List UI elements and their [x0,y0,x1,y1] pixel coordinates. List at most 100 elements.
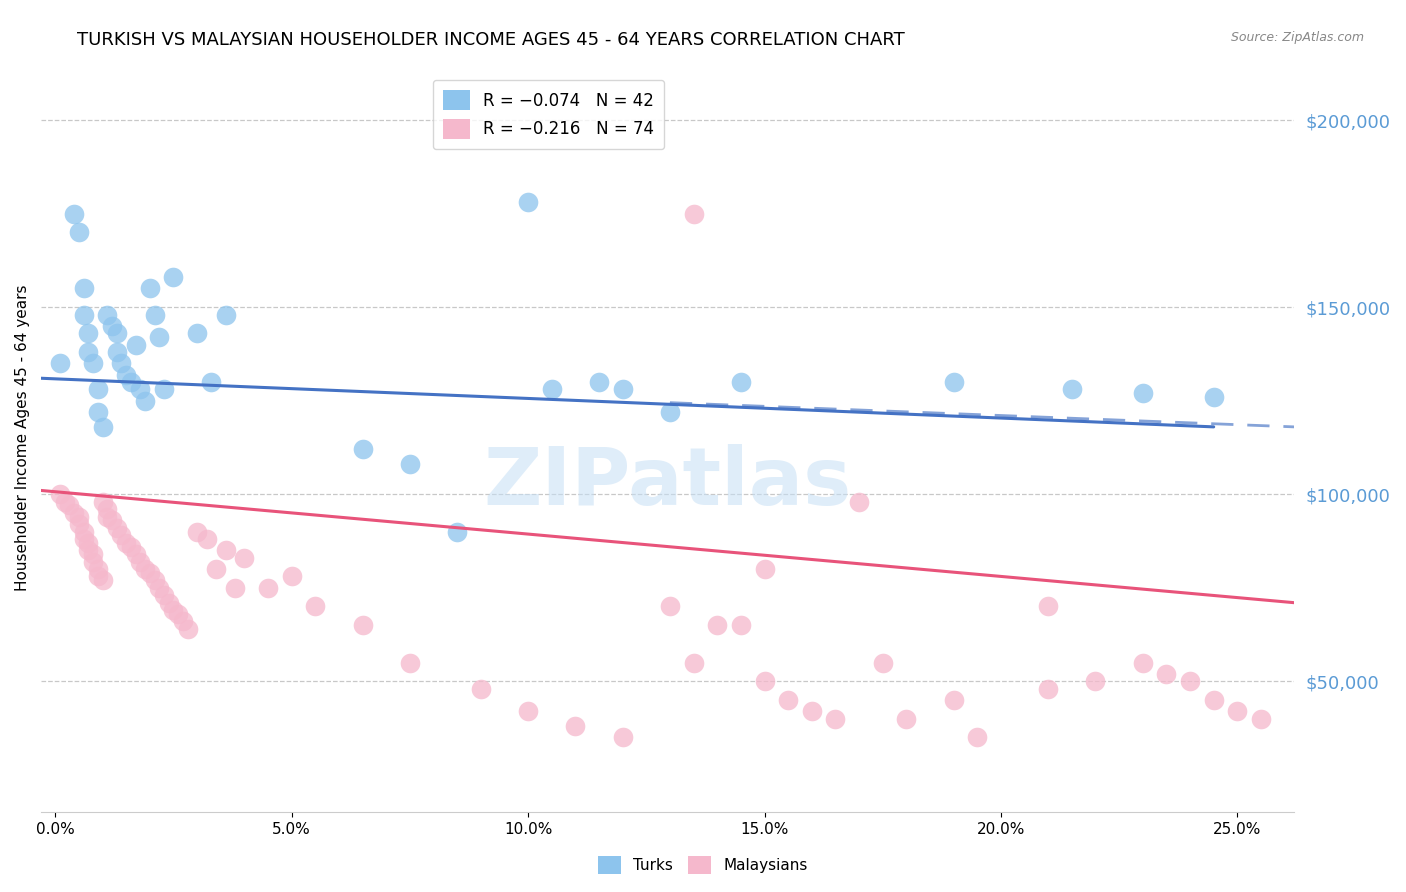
Point [139,566,162,580]
Point [96,502,118,516]
Point [82,547,104,561]
Point [612,383,634,397]
Point [233,550,256,565]
Point [53,494,76,508]
Point [101,513,124,527]
Point [1084,674,1107,689]
Point [148,581,170,595]
Legend: R = −0.074   N = 42, R = −0.216   N = 74: R = −0.074 N = 42, R = −0.216 N = 74 [433,80,664,149]
Point [77,536,100,550]
Point [110,356,132,370]
Point [73,308,96,322]
Point [730,618,752,632]
Point [1038,681,1060,696]
Point [167,607,190,621]
Point [1202,390,1225,404]
Point [942,693,965,707]
Point [1038,599,1060,614]
Point [1250,712,1272,726]
Point [517,704,540,718]
Point [162,603,184,617]
Point [205,562,228,576]
Point [96,509,118,524]
Point [153,383,176,397]
Point [58,499,80,513]
Point [105,521,128,535]
Point [446,524,468,539]
Text: ZIPatlas: ZIPatlas [484,444,852,522]
Point [77,326,100,341]
Point [87,569,110,583]
Point [120,375,142,389]
Point [77,543,100,558]
Point [63,506,86,520]
Point [124,547,146,561]
Point [143,308,166,322]
Point [162,270,184,285]
Text: Source: ZipAtlas.com: Source: ZipAtlas.com [1230,31,1364,45]
Point [73,532,96,546]
Point [63,207,86,221]
Point [1178,674,1201,689]
Point [49,356,72,370]
Point [101,318,124,333]
Point [1156,666,1178,681]
Point [1132,386,1154,401]
Point [942,375,965,389]
Point [214,308,236,322]
Point [143,573,166,587]
Point [800,704,823,718]
Point [49,487,72,501]
Point [778,693,800,707]
Point [824,712,846,726]
Point [110,528,132,542]
Point [157,596,180,610]
Point [87,562,110,576]
Point [105,345,128,359]
Point [87,383,110,397]
Point [896,712,918,726]
Point [73,524,96,539]
Point [77,345,100,359]
Point [120,540,142,554]
Point [115,536,138,550]
Point [1202,693,1225,707]
Point [399,656,422,670]
Point [82,356,104,370]
Point [1132,656,1154,670]
Point [91,420,114,434]
Point [115,368,138,382]
Point [588,375,610,389]
Point [129,383,152,397]
Point [658,405,681,419]
Point [754,562,776,576]
Point [730,375,752,389]
Point [399,457,422,471]
Point [470,681,492,696]
Point [172,615,194,629]
Point [153,588,176,602]
Point [91,494,114,508]
Point [96,308,118,322]
Point [966,731,988,745]
Point [872,656,894,670]
Point [134,393,156,408]
Point [682,207,704,221]
Point [280,569,302,583]
Point [176,622,198,636]
Point [706,618,728,632]
Point [124,337,146,351]
Point [67,509,90,524]
Point [134,562,156,576]
Point [214,543,236,558]
Point [848,494,870,508]
Point [67,517,90,532]
Point [352,618,374,632]
Point [91,573,114,587]
Point [754,674,776,689]
Text: TURKISH VS MALAYSIAN HOUSEHOLDER INCOME AGES 45 - 64 YEARS CORRELATION CHART: TURKISH VS MALAYSIAN HOUSEHOLDER INCOME … [77,31,905,49]
Point [67,226,90,240]
Point [224,581,246,595]
Point [1060,383,1083,397]
Point [148,330,170,344]
